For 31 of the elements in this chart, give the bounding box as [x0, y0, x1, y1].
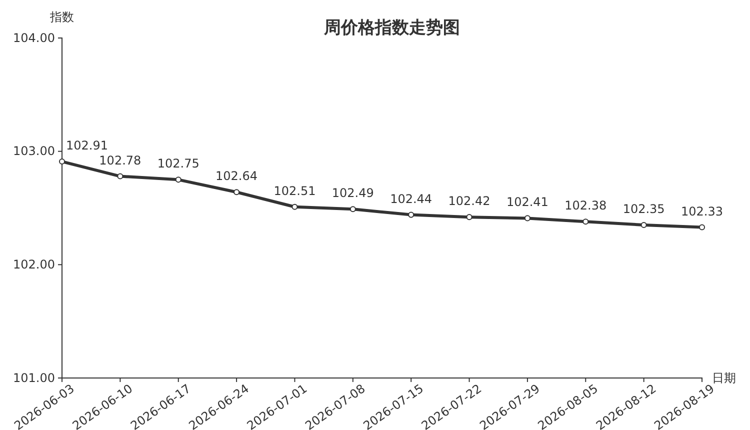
y-tick-label: 103.00 [13, 144, 55, 158]
data-label: 102.35 [622, 202, 665, 216]
data-label: 102.44 [390, 192, 432, 206]
data-label: 102.49 [332, 186, 374, 200]
data-label: 102.51 [274, 184, 316, 198]
data-label: 102.42 [448, 194, 490, 208]
point [292, 204, 298, 210]
chart-title: 周价格指数走势图 [323, 18, 460, 38]
y-axis-title: 指数 [49, 10, 74, 24]
point [524, 215, 530, 222]
x-axis-title: 日期 [712, 371, 736, 385]
y-tick-label: 104.00 [13, 30, 55, 45]
point [466, 214, 472, 220]
data-label: 102.91 [66, 138, 108, 153]
data-label: 102.41 [506, 195, 548, 210]
point [117, 173, 124, 180]
data-label: 102.78 [99, 153, 142, 168]
data-label: 102.33 [681, 204, 723, 218]
point [234, 189, 240, 196]
data-label: 102.38 [564, 198, 607, 213]
y-tick-label: 102.00 [13, 258, 55, 272]
point [175, 176, 182, 183]
data-label: 102.64 [216, 169, 258, 184]
y-tick-label: 101.00 [13, 370, 55, 385]
data-label: 102.75 [157, 156, 200, 171]
point [58, 158, 66, 165]
point [350, 206, 356, 212]
point [408, 212, 414, 218]
point [582, 218, 589, 225]
point [698, 224, 706, 230]
point [640, 222, 647, 228]
